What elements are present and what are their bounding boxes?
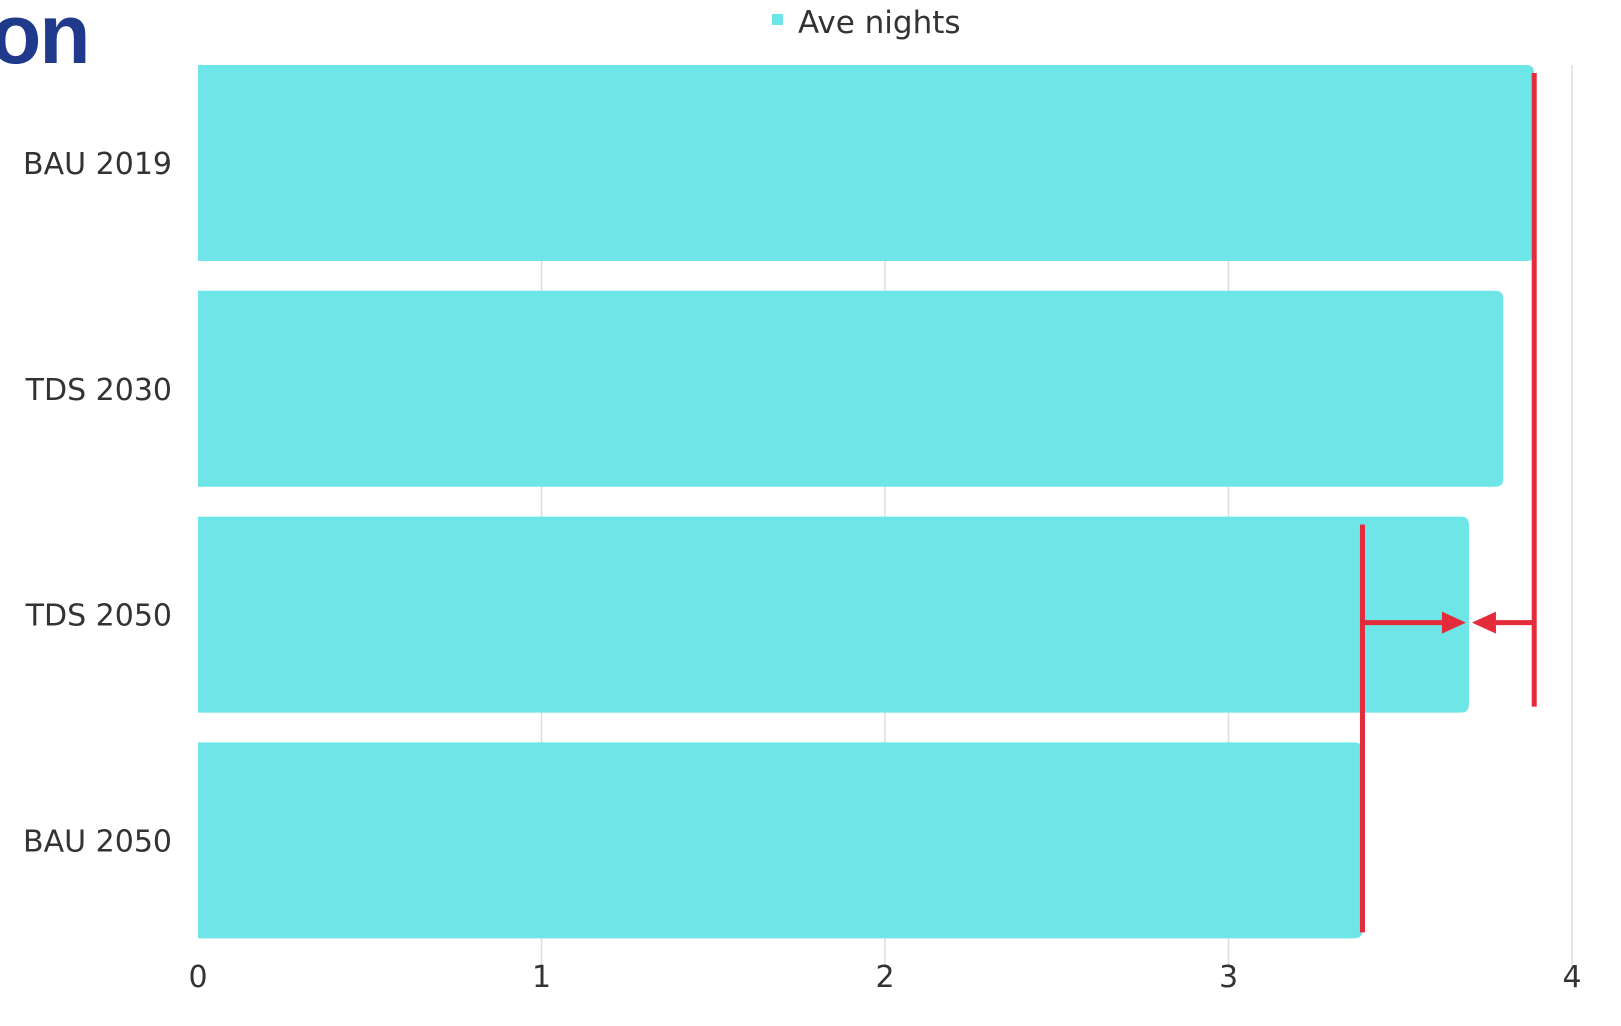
arrow-head [1471,611,1496,634]
category-labels: BAU 2019 TDS 2030 TDS 2050 BAU 2050 [23,147,172,859]
category-label: TDS 2030 [25,373,172,408]
annotations [1359,73,1537,933]
category-label: BAU 2050 [23,824,172,859]
x-axis-tick-labels: 0 1 2 3 4 [188,960,1581,995]
legend-swatch [772,14,783,25]
bar [198,65,1535,261]
x-tick-label: 1 [532,960,551,995]
bar [198,516,1469,713]
legend: Ave nights [772,5,961,41]
legend-label: Ave nights [798,5,961,41]
x-tick-label: 4 [1562,960,1581,995]
bar [198,742,1363,939]
x-tick-label: 3 [1219,960,1238,995]
category-label: TDS 2050 [25,599,172,634]
x-tick-label: 2 [875,960,894,995]
x-tick-label: 0 [188,960,207,995]
slide-title-fragment: on [0,0,91,81]
category-label: BAU 2019 [23,147,172,182]
bars [198,65,1535,939]
bar [198,290,1504,487]
arrow-head [1441,611,1466,634]
